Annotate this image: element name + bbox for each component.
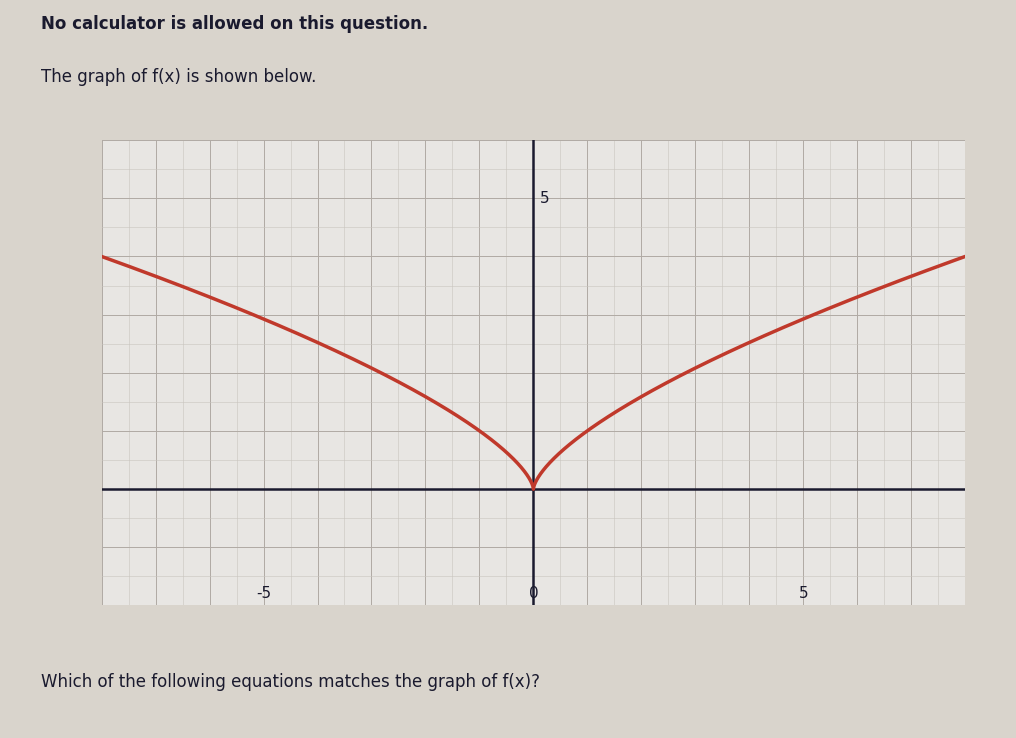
- Text: Which of the following equations matches the graph of f(x)?: Which of the following equations matches…: [41, 673, 539, 691]
- Text: 0: 0: [528, 585, 538, 601]
- Text: -5: -5: [256, 585, 271, 601]
- Text: 5: 5: [539, 191, 550, 206]
- Text: The graph of f(x) is shown below.: The graph of f(x) is shown below.: [41, 68, 316, 86]
- Text: No calculator is allowed on this question.: No calculator is allowed on this questio…: [41, 15, 428, 32]
- Text: 5: 5: [799, 585, 808, 601]
